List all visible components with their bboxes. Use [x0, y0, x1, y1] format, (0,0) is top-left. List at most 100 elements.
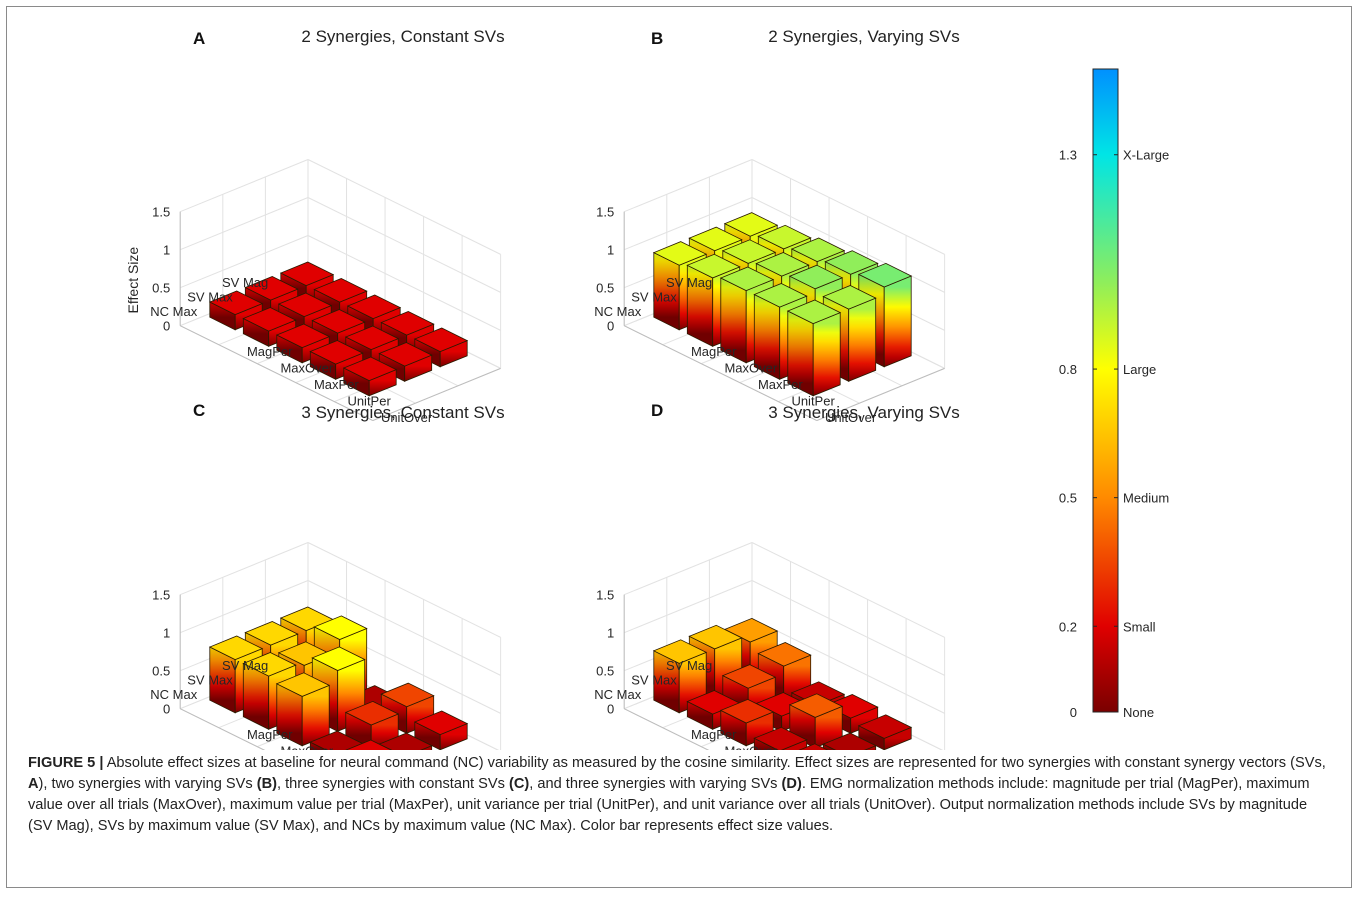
bar-face-top — [208, 635, 264, 661]
x-tick-label: UnitPer — [347, 393, 391, 408]
bar-face-top — [757, 642, 812, 667]
bar-face-top — [688, 226, 743, 252]
bar-face-top — [723, 212, 779, 237]
bar-face-top — [413, 710, 469, 736]
bar-face-top — [798, 743, 829, 750]
x-tick-label: MaxPer — [758, 377, 803, 392]
bar-face-top — [311, 309, 366, 334]
bar-face-top — [244, 276, 299, 301]
y-tick-label: NC Max — [150, 304, 197, 319]
z-tick-label: 1.5 — [596, 588, 614, 603]
bar-face-top — [719, 266, 775, 292]
panel-c: 00.511.5MagPerMaxOverMaxPerUnitPerUnitOv… — [150, 401, 505, 750]
bar-face-top — [753, 726, 808, 750]
z-tick-label: 1 — [163, 626, 170, 641]
bar-face-top — [275, 323, 331, 349]
bars — [208, 606, 469, 750]
caption-text: A — [28, 776, 39, 792]
bar-face-top — [824, 694, 879, 719]
x-tick-label: MaxPer — [314, 377, 359, 392]
panel-letter: D — [651, 401, 663, 420]
bar-face-top — [822, 285, 877, 310]
bar-face-top — [313, 615, 368, 640]
bar-face-top — [279, 261, 335, 287]
x-tick-label: UnitPer — [791, 393, 835, 408]
bar-face-top — [790, 237, 846, 263]
y-tick-label: SV Mag — [666, 658, 712, 673]
caption-text: (B) — [256, 776, 277, 792]
y-tick-label: SV Mag — [222, 275, 268, 290]
z-tick-label: 1.5 — [152, 205, 170, 220]
figure-caption: FIGURE 5 | Absolute effect sizes at base… — [28, 753, 1334, 837]
caption-text: (D) — [781, 776, 802, 792]
bar-face-top — [380, 311, 435, 336]
bar-face-top — [786, 299, 842, 325]
colorbar-gradient — [1092, 68, 1119, 713]
x-tick-label: UnitOver — [825, 410, 877, 425]
z-tick-label: 0.5 — [596, 281, 614, 296]
colorbar-name-label: Large — [1123, 362, 1156, 377]
bar-face-top — [755, 252, 810, 277]
panel-letter: A — [193, 29, 205, 48]
z-axis-label: Effect Size — [125, 247, 141, 314]
bar-face-top — [344, 700, 400, 726]
y-tick-label: SV Max — [187, 672, 233, 687]
bar-face-top — [788, 693, 844, 718]
x-axis-line — [623, 325, 818, 422]
figure-frame — [6, 6, 1352, 888]
bar-face-top — [309, 730, 364, 750]
bar-face-top — [208, 290, 264, 316]
y-tick-label: SV Mag — [222, 658, 268, 673]
bar-face-top — [342, 356, 398, 382]
z-tick-label: 1 — [607, 626, 614, 641]
bar-face-top — [242, 652, 297, 677]
bar — [753, 726, 808, 750]
bar-face-top — [275, 672, 331, 697]
colorbar: 0 None 0.2 Small 0.5 Medium 0.8 Large 1.3 X-Large — [1059, 68, 1169, 720]
colorbar-name-label: Small — [1123, 619, 1156, 634]
z-tick-label: 0 — [607, 702, 614, 717]
z-tick-label: 1.5 — [596, 205, 614, 220]
bar — [345, 739, 392, 750]
panel-letter: C — [193, 401, 205, 420]
caption-text: Absolute effect sizes at baseline for ne… — [103, 755, 1326, 771]
bar-face-top — [721, 664, 777, 689]
panel-title: 2 Synergies, Constant SVs — [301, 27, 504, 46]
x-tick-label: MaxOver — [724, 360, 777, 375]
bar-face-top — [721, 239, 777, 264]
colorbar-name-label: None — [1123, 705, 1154, 720]
panel-title: 3 Synergies, Varying SVs — [768, 403, 960, 422]
y-tick-label: NC Max — [594, 304, 641, 319]
colorbar-value-label: 0.2 — [1059, 619, 1077, 634]
x-axis-line — [623, 708, 710, 750]
bar — [788, 693, 844, 749]
bar-face-top — [857, 714, 913, 739]
x-axis-line — [179, 325, 374, 422]
bar-face-right — [883, 275, 912, 368]
colorbar-value-label: 1.3 — [1059, 148, 1077, 163]
y-tick-label: NC Max — [594, 687, 641, 702]
y-tick-label: SV Mag — [666, 275, 712, 290]
y-axis-line — [816, 367, 945, 422]
bar-face-top — [822, 732, 877, 750]
x-tick-label: MagPer — [691, 727, 737, 742]
bar — [275, 672, 331, 747]
bar-face-top — [346, 294, 402, 320]
caption-text: , and three synergies with varying SVs — [529, 776, 782, 792]
x-tick-label: MagPer — [247, 344, 293, 359]
x-tick-label: UnitOver — [381, 410, 433, 425]
panel-letter: B — [651, 29, 663, 48]
z-tick-label: 0.5 — [152, 281, 170, 296]
x-tick-label: MaxOver — [724, 743, 777, 750]
bar-face-top — [378, 342, 433, 367]
y-tick-label: SV Max — [631, 289, 677, 304]
bar-face-top — [311, 646, 366, 671]
bar-face-top — [686, 253, 741, 279]
bar-face-top — [788, 264, 844, 290]
bar-face-top — [757, 224, 812, 250]
bar — [342, 356, 398, 397]
caption-text: , three synergies with constant SVs — [277, 776, 509, 792]
